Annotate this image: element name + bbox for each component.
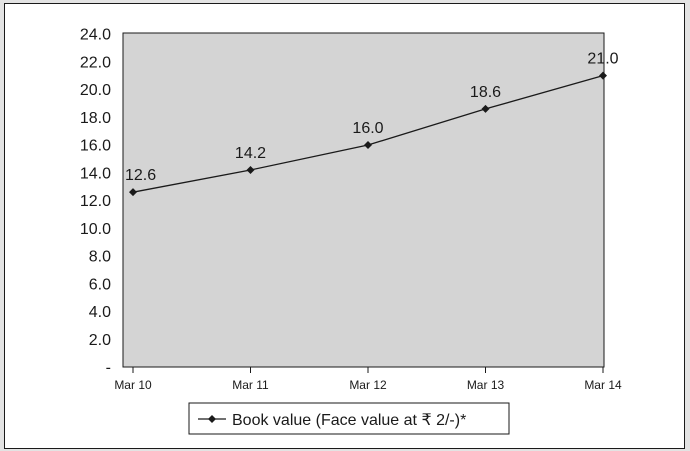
- data-label: 18.6: [470, 84, 501, 101]
- y-tick-label: 10.0: [80, 221, 111, 238]
- y-tick-label: 14.0: [80, 165, 111, 182]
- y-tick-label: 6.0: [89, 276, 111, 293]
- y-tick-label: 22.0: [80, 54, 111, 71]
- data-label: 12.6: [125, 167, 156, 184]
- legend: Book value (Face value at ₹ 2/-)*: [188, 402, 510, 435]
- y-tick-label: 8.0: [89, 249, 111, 266]
- y-tick-label: 24.0: [80, 27, 111, 44]
- legend-label: Book value (Face value at ₹ 2/-)*: [232, 412, 466, 429]
- x-tick-label: Mar 12: [349, 378, 387, 392]
- data-point-marker: [599, 71, 607, 80]
- x-tick-label: Mar 10: [114, 378, 152, 392]
- data-point-marker: [129, 188, 137, 197]
- x-tick-label: Mar 13: [467, 378, 505, 392]
- data-point-marker: [246, 165, 255, 174]
- x-tick-label: Mar 14: [584, 378, 622, 392]
- plot-area: [122, 32, 605, 368]
- legend-box: [188, 402, 510, 435]
- x-tick-label: Mar 11: [232, 378, 269, 392]
- y-tick-label: 12.0: [80, 193, 111, 210]
- y-tick-label: 20.0: [80, 82, 111, 99]
- y-tick-label: -: [106, 360, 111, 377]
- y-tick-label: 4.0: [89, 304, 111, 321]
- data-point-marker: [364, 141, 372, 149]
- data-label: 14.2: [235, 145, 266, 162]
- y-tick-label: 16.0: [80, 138, 111, 155]
- data-label: 16.0: [352, 120, 383, 137]
- y-tick-label: 2.0: [89, 332, 111, 349]
- legend-diamond-marker: [208, 415, 216, 423]
- y-tick-label: 18.0: [80, 110, 111, 127]
- data-label: 21.0: [587, 51, 618, 68]
- data-point-marker: [481, 104, 490, 113]
